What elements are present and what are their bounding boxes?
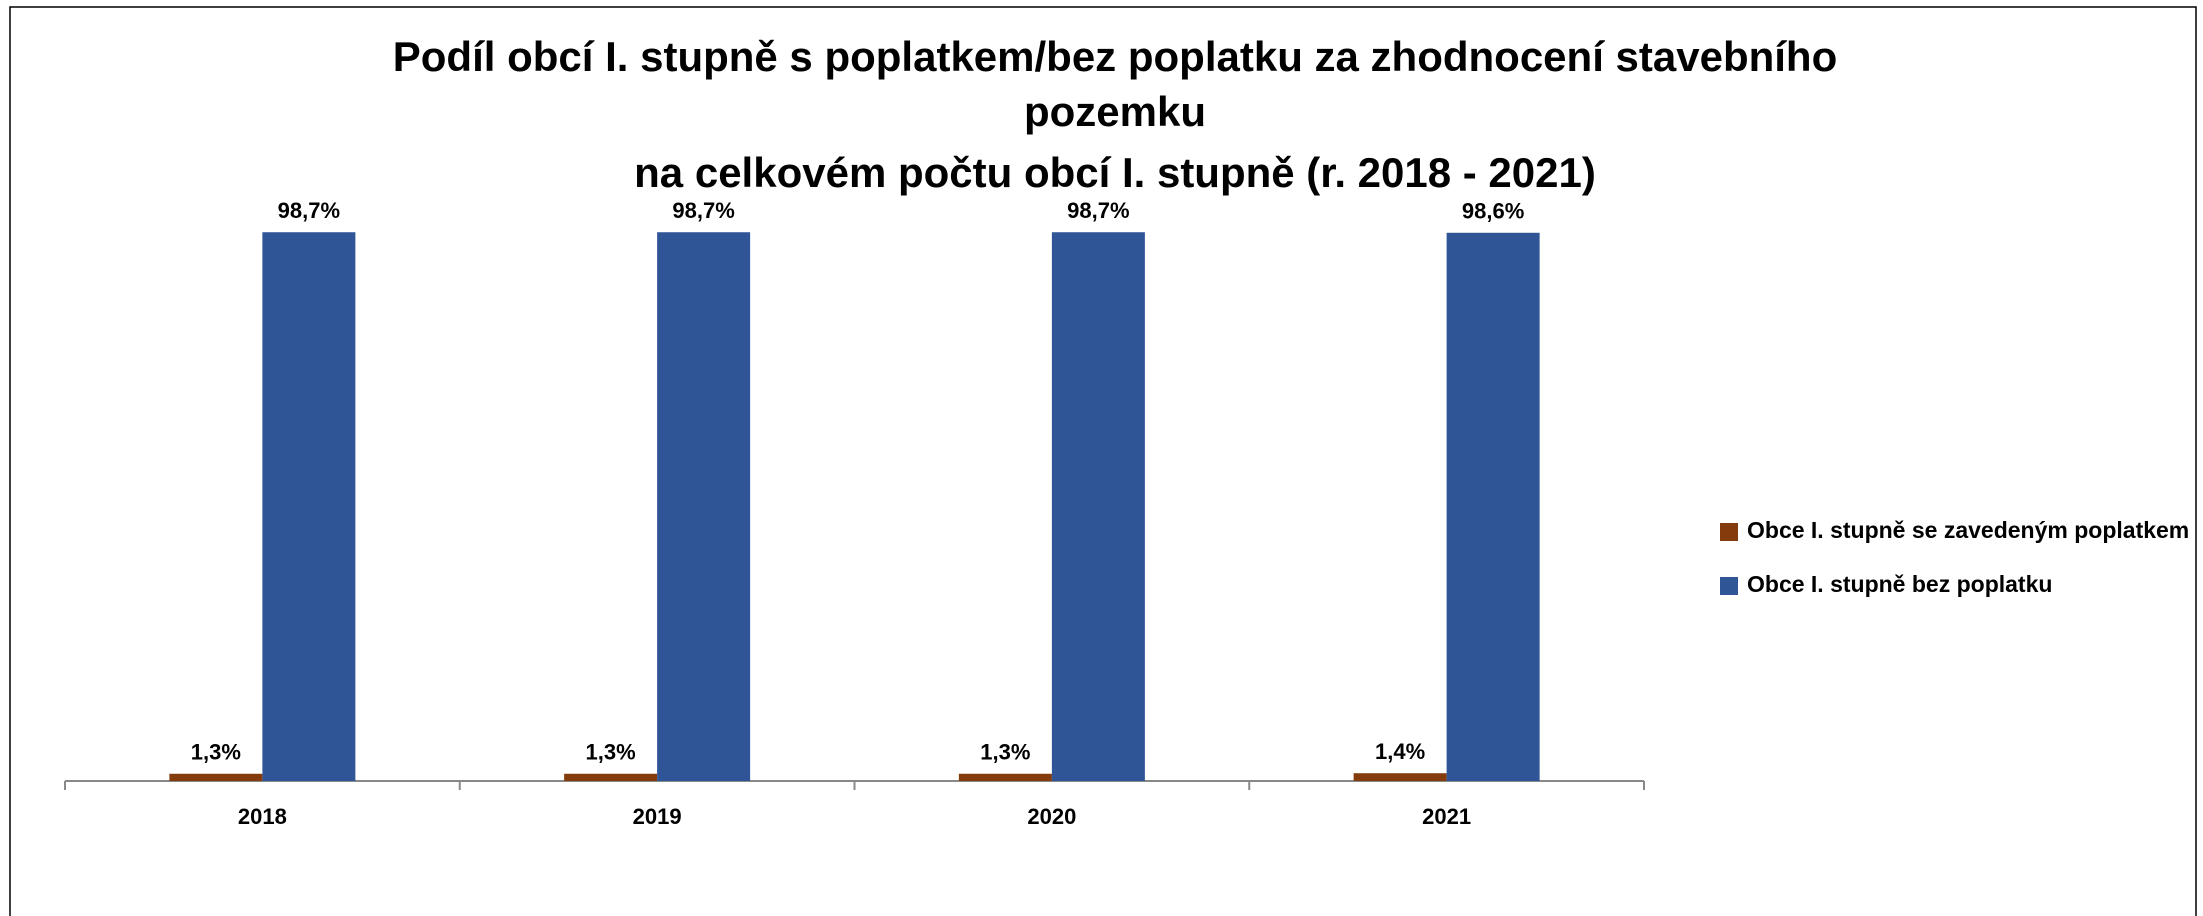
- value-label: 1,3%: [980, 740, 1030, 765]
- value-label: 98,7%: [672, 198, 734, 223]
- bar: [958, 773, 1052, 781]
- chart-title: Podíl obcí I. stupně s poplatkem/bez pop…: [393, 33, 1838, 80]
- legend-label: Obce I. stupně bez poplatku: [1747, 571, 2052, 597]
- x-tick-label: 2019: [633, 804, 682, 829]
- value-label: 98,7%: [278, 198, 340, 223]
- bar: [564, 773, 658, 781]
- legend-swatch: [1720, 523, 1738, 541]
- bar: [262, 232, 356, 781]
- value-label: 98,7%: [1067, 198, 1129, 223]
- bar: [1051, 232, 1145, 781]
- bar: [657, 232, 751, 781]
- legend-swatch: [1720, 577, 1738, 595]
- legend-label: Obce I. stupně se zavedeným poplatkem: [1747, 517, 2189, 543]
- x-tick-label: 2021: [1422, 804, 1471, 829]
- value-label: 1,4%: [1375, 739, 1425, 764]
- bar: [1446, 232, 1540, 781]
- x-tick-label: 2018: [238, 804, 287, 829]
- chart-title: pozemku: [1024, 88, 1206, 135]
- chart-title: na celkovém počtu obcí I. stupně (r. 201…: [634, 149, 1596, 196]
- bar: [1353, 773, 1447, 781]
- value-label: 1,3%: [586, 740, 636, 765]
- chart-frame: [9, 6, 2197, 916]
- x-tick-label: 2020: [1027, 804, 1076, 829]
- value-label: 1,3%: [191, 740, 241, 765]
- value-label: 98,6%: [1462, 199, 1524, 224]
- bar: [169, 773, 263, 781]
